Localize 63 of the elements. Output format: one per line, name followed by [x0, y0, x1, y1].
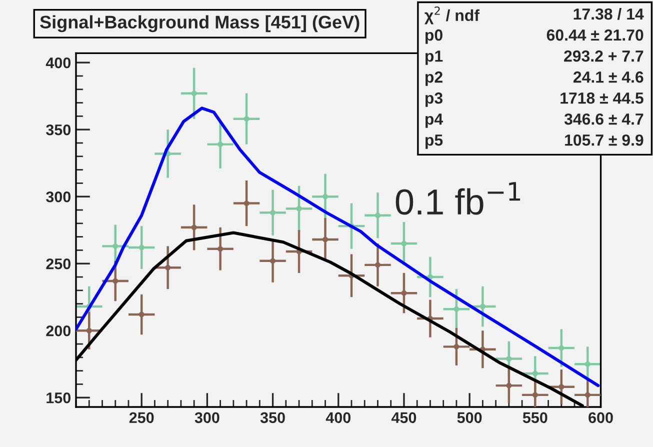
y-tick-label: 300: [46, 191, 71, 202]
point: [322, 236, 328, 242]
y-tick-label: 350: [46, 124, 71, 136]
point: [270, 210, 276, 216]
annotation: 0.1 fb$^{−1}$: [396, 182, 520, 215]
point: [506, 382, 512, 388]
annotation: p2: [426, 71, 442, 86]
annotation: p4: [426, 114, 444, 128]
point: [296, 206, 302, 212]
y-tick-label: 250: [46, 258, 71, 270]
x-tick-label: 450: [391, 412, 416, 424]
y-tick-label: 150: [46, 392, 71, 404]
x-tick-label: 250: [129, 412, 154, 424]
annotation: p1: [426, 50, 443, 65]
point: [165, 264, 171, 270]
point: [427, 274, 433, 280]
x-tick-label: 300: [194, 412, 220, 424]
point: [401, 290, 407, 296]
point: [218, 246, 224, 252]
point: [191, 90, 197, 96]
y-tick-label: 400: [46, 57, 71, 68]
annotation: 24.1 ± 4.6: [573, 71, 644, 83]
point: [270, 258, 276, 264]
point: [191, 224, 197, 230]
point: [322, 194, 328, 200]
point: [138, 312, 144, 318]
annotation: 1718 ± 44.5: [560, 92, 644, 104]
annotation: 293.2 + 7.7: [564, 50, 644, 62]
point: [584, 392, 590, 398]
point: [374, 212, 381, 218]
x-tick-label: 350: [260, 412, 285, 424]
annotation: p5: [426, 134, 443, 149]
x-tick-label: 500: [457, 412, 482, 424]
text: p0: [426, 29, 442, 44]
point: [532, 370, 538, 376]
point: [112, 278, 118, 284]
y-tick-label: 200: [46, 325, 71, 336]
point: [454, 344, 460, 350]
text: 17.38 / 14: [574, 8, 644, 20]
point: [532, 392, 538, 398]
point: [112, 243, 118, 249]
point: [244, 116, 250, 122]
x-tick-label: 400: [326, 412, 351, 424]
annotation: 346.6 ± 4.7: [564, 113, 644, 125]
point: [584, 361, 590, 367]
point: [138, 244, 144, 250]
annotation: 105.7 ± 9.9: [565, 134, 644, 146]
annotation: p3: [426, 92, 443, 107]
point: [218, 142, 224, 148]
point: [480, 304, 486, 310]
point: [558, 345, 564, 351]
x-tick-label: 600: [588, 412, 613, 424]
chart-title: Signal+Background Mass [451] (GeV): [40, 15, 360, 32]
point: [558, 384, 564, 390]
text: χ$^{2}$ / ndf: [424, 6, 480, 24]
point: [244, 200, 250, 206]
point: [86, 328, 92, 334]
x-tick-label: 550: [522, 412, 548, 424]
text: 60.44 ± 21.70: [546, 29, 644, 41]
point: [401, 240, 407, 246]
point: [454, 306, 460, 312]
point: [506, 356, 512, 362]
point: [374, 262, 381, 268]
